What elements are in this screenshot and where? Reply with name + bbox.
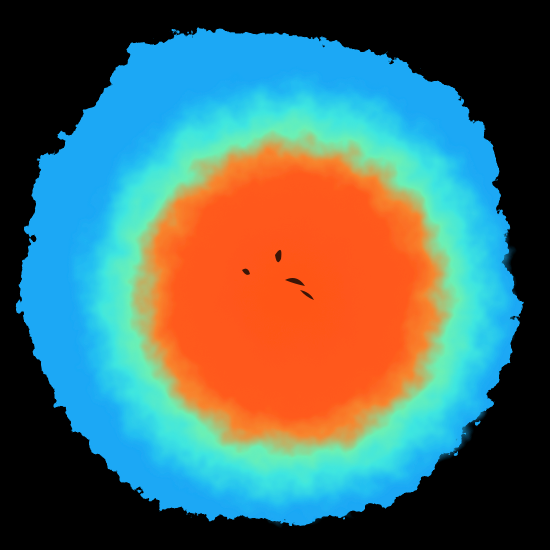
radial-glow — [67, 70, 517, 520]
speck — [242, 268, 250, 275]
speck — [275, 249, 282, 263]
dark-specks — [242, 249, 314, 300]
speck — [285, 278, 305, 286]
speck — [300, 290, 314, 300]
